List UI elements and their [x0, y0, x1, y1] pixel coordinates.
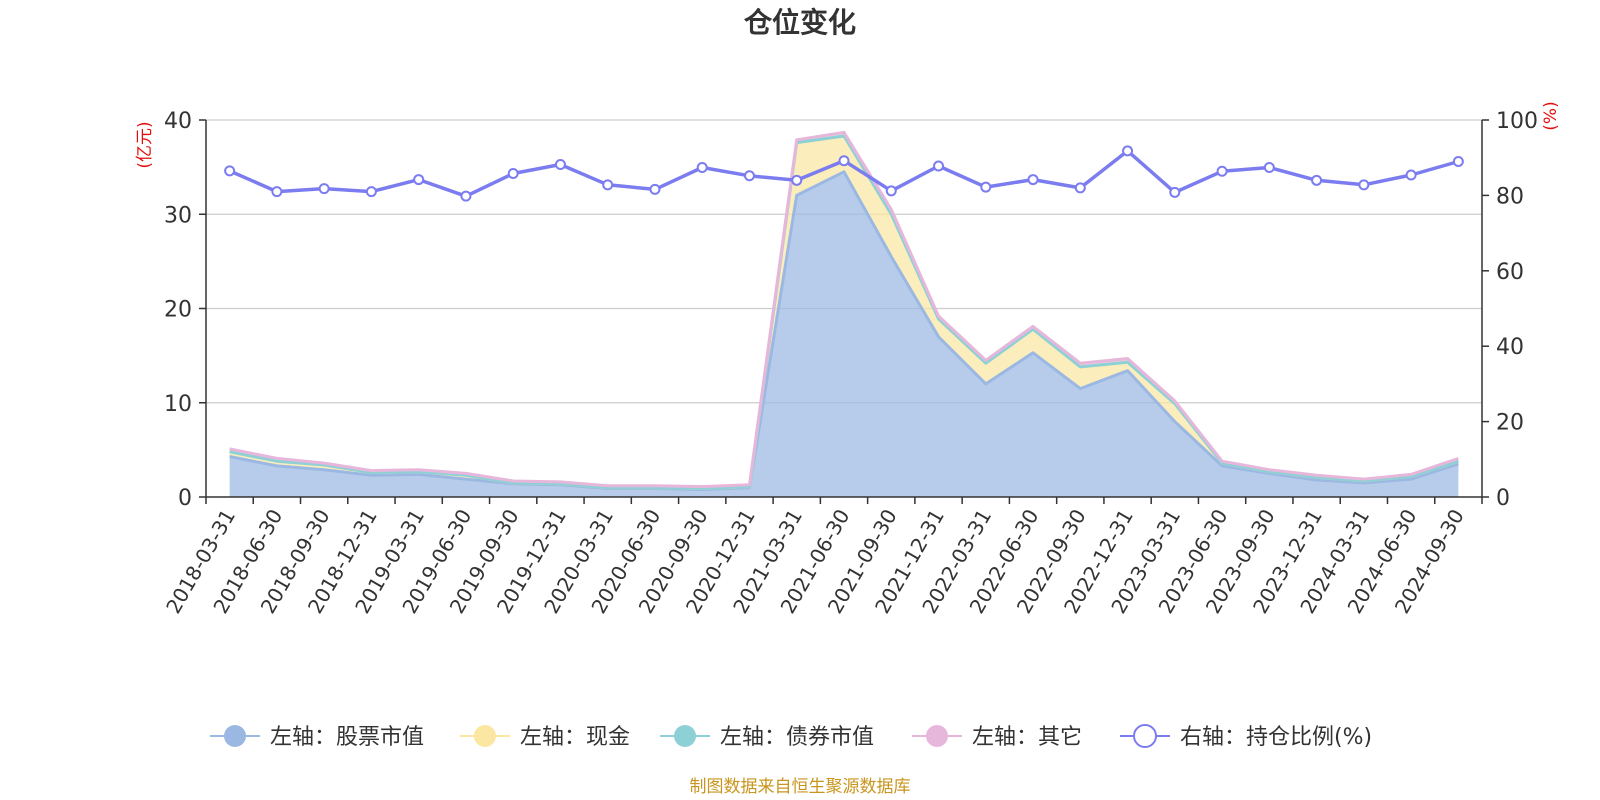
ratio-point — [413, 174, 425, 186]
chart-title: 仓位变化 — [744, 6, 856, 39]
right-tick-label: 100 — [1496, 109, 1538, 134]
ratio-point — [1405, 169, 1417, 181]
legend-label: 左轴：股票市值 — [270, 725, 424, 750]
ratio-point — [649, 183, 661, 195]
ratio-point — [460, 190, 472, 202]
x-tick-labels: 2018-03-312018-06-302018-09-302018-12-31… — [161, 505, 1469, 618]
right-axis-unit: (%) — [1541, 101, 1561, 130]
left-axis-unit: (亿元) — [135, 121, 155, 168]
legend-item: 左轴：股票市值 — [210, 725, 424, 750]
legend-label: 左轴：债券市值 — [720, 725, 874, 750]
ratio-point — [271, 186, 283, 198]
area-layers — [229, 130, 1459, 498]
legend: 左轴：股票市值 左轴：现金 左轴：债券市值 左轴：其它 右轴：持仓比例(%) — [210, 724, 1372, 750]
ratio-point — [1452, 155, 1464, 167]
legend-label: 左轴：现金 — [520, 725, 630, 750]
left-tick-label: 10 — [164, 392, 192, 417]
ratio-point — [1122, 145, 1134, 157]
area-edge-左轴：股票市值 — [229, 170, 1459, 491]
legend-swatch-marker — [224, 725, 246, 747]
area-edge-左轴：其它 — [229, 130, 1459, 489]
ratio-point — [743, 170, 755, 182]
source-note: 制图数据来自恒生聚源数据库 — [690, 777, 911, 797]
area-edge-左轴：债券市值 — [229, 134, 1459, 490]
legend-swatch-marker — [474, 725, 496, 747]
legend-label: 右轴：持仓比例(%) — [1180, 725, 1372, 750]
ratio-point — [1169, 186, 1181, 198]
left-tick-label: 40 — [164, 109, 192, 134]
ratio-point — [1027, 174, 1039, 186]
right-tick-label: 60 — [1496, 260, 1524, 285]
ratio-point — [318, 183, 330, 195]
ratio-point — [791, 174, 803, 186]
ratio-point — [980, 181, 992, 193]
area-左轴：股票市值 — [229, 171, 1459, 498]
ratio-point — [1311, 174, 1323, 186]
axes: 0 10 20 30 40 0 20 40 60 80 100 — [164, 109, 1538, 511]
right-tick-label: 20 — [1496, 411, 1524, 436]
ratio-point — [838, 155, 850, 167]
ratio-point — [1074, 182, 1086, 194]
legend-label: 左轴：其它 — [972, 725, 1082, 750]
left-tick-label: 0 — [178, 486, 192, 511]
legend-item: 右轴：持仓比例(%) — [1120, 724, 1372, 750]
legend-item: 左轴：债券市值 — [660, 725, 874, 750]
ratio-point — [1216, 165, 1228, 177]
ratio-line — [224, 145, 1464, 202]
ratio-point — [696, 162, 708, 174]
ratio-point — [365, 186, 377, 198]
legend-item: 左轴：其它 — [912, 725, 1082, 750]
left-tick-label: 20 — [164, 298, 192, 323]
right-tick-label: 40 — [1496, 335, 1524, 360]
legend-swatch-marker — [1133, 724, 1157, 748]
ratio-point — [1358, 179, 1370, 191]
ratio-point — [507, 168, 519, 180]
ratio-point — [933, 160, 945, 172]
ratio-point — [1263, 162, 1275, 174]
right-tick-label: 0 — [1496, 486, 1510, 511]
right-tick-label: 80 — [1496, 184, 1524, 209]
ratio-point — [554, 158, 566, 170]
ratio-point — [224, 165, 236, 177]
legend-item: 左轴：现金 — [460, 725, 630, 750]
legend-swatch-marker — [926, 725, 948, 747]
left-tick-label: 30 — [164, 203, 192, 228]
ratio-point — [602, 179, 614, 191]
legend-swatch-marker — [674, 725, 696, 747]
ratio-point — [885, 185, 897, 197]
